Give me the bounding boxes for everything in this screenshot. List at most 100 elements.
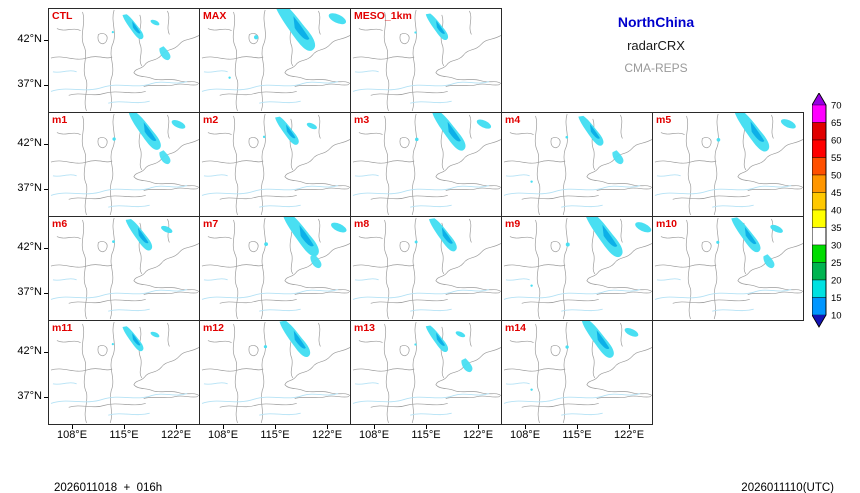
x-axis-tick [176, 425, 177, 429]
region-title: NorthChina [617, 14, 695, 30]
x-axis-label: 108°E [207, 429, 239, 441]
map-panel-m8: m8 [350, 216, 502, 321]
title-block: NorthChina radarCRX CMA-REPS [536, 14, 776, 75]
x-axis-tick [223, 425, 224, 429]
colorbar-tick-label: 65 [831, 118, 842, 129]
x-axis-tick [577, 425, 578, 429]
x-axis-tick [275, 425, 276, 429]
colorbar-tick-label: 50 [831, 171, 842, 182]
footer-init-times: 2026011018 + 016h 2026011102 + 016h [54, 448, 162, 493]
colorbar-tick-label: 10 [831, 311, 842, 322]
colorbar-segment [811, 139, 827, 158]
panel-label: m14 [505, 322, 527, 334]
map-image [352, 9, 501, 112]
y-axis-label: 42°N [17, 344, 42, 357]
map-panel-m3: m3 [350, 112, 502, 217]
panel-label: m8 [354, 218, 370, 230]
map-image [352, 217, 501, 320]
colorbar-segment [811, 122, 827, 141]
panel-label: m12 [203, 322, 225, 334]
map-panel-meso_1km: MESO_1km [350, 8, 502, 113]
map-image [50, 9, 199, 112]
colorbar-segment [811, 262, 827, 281]
map-image [201, 321, 350, 424]
map-image [503, 217, 652, 320]
y-axis-label: 37°N [17, 285, 42, 298]
x-axis-label: 115°E [260, 429, 290, 441]
x-axis-label: 115°E [109, 429, 139, 441]
x-axis-label: 122°E [462, 429, 494, 441]
map-panel-m2: m2 [199, 112, 351, 217]
map-panel-m1: m1 [48, 112, 200, 217]
map-panel-max: MAX [199, 8, 351, 113]
panels-grid: CTL MAX MESO_1km m1 m2 m3 m4 m5 m6 m7 m8 m9 m10 m11 m1… [48, 8, 805, 426]
panel-label: MAX [203, 10, 227, 22]
map-panel-m11: m11 [48, 320, 200, 425]
panel-label: m1 [52, 114, 68, 126]
y-axis-label: 42°N [17, 32, 42, 45]
map-panel-m13: m13 [350, 320, 502, 425]
map-panel-m12: m12 [199, 320, 351, 425]
panel-label: m6 [52, 218, 68, 230]
map-image [352, 113, 501, 216]
colorbar-tick-label: 30 [831, 241, 842, 252]
y-axis-tick [44, 85, 48, 86]
x-axis-label: 115°E [411, 429, 441, 441]
y-axis-label: 42°N [17, 240, 42, 253]
colorbar-svg: 70 65 60 55 50 45 40 35 30 25 20 15 10 [811, 92, 842, 328]
colorbar-segment [811, 227, 827, 246]
y-axis-label: 37°N [17, 389, 42, 402]
panel-label: m13 [354, 322, 376, 334]
map-image [201, 217, 350, 320]
colorbar: 70 65 60 55 50 45 40 35 30 25 20 15 10 [811, 92, 858, 336]
panel-label: CTL [52, 10, 73, 22]
panel-label: m10 [656, 218, 678, 230]
x-axis-label: 122°E [160, 429, 192, 441]
map-image [503, 113, 652, 216]
map-image [352, 321, 501, 424]
panel-label: MESO_1km [354, 10, 412, 22]
colorbar-tick-label: 55 [831, 153, 842, 164]
x-axis-tick [124, 425, 125, 429]
x-axis-tick [72, 425, 73, 429]
map-image [50, 217, 199, 320]
map-image [654, 217, 803, 320]
colorbar-segment [811, 244, 827, 263]
y-axis-tick [44, 352, 48, 353]
panel-label: m7 [203, 218, 219, 230]
map-panel-m4: m4 [501, 112, 653, 217]
map-image [50, 113, 199, 216]
colorbar-segment [811, 104, 827, 123]
map-panel-m6: m6 [48, 216, 200, 321]
footer-valid-times: 2026011110(UTC) 2026011118(CST) [741, 448, 834, 493]
y-axis-tick [44, 397, 48, 398]
system-title: CMA-REPS [624, 61, 688, 75]
colorbar-tick-label: 15 [831, 293, 842, 304]
colorbar-segment [811, 174, 827, 193]
panel-label: m2 [203, 114, 219, 126]
colorbar-segment [812, 93, 826, 105]
map-image [503, 321, 652, 424]
colorbar-tick-label: 45 [831, 188, 842, 199]
x-axis-tick [525, 425, 526, 429]
colorbar-segment [811, 297, 827, 316]
map-image [50, 321, 199, 424]
panel-label: m9 [505, 218, 521, 230]
panel-label: m5 [656, 114, 672, 126]
y-axis-label: 37°N [17, 181, 42, 194]
init-time-utc: 2026011018 + 016h [54, 482, 163, 493]
map-panel-ctl: CTL [48, 8, 200, 113]
colorbar-segment [811, 209, 827, 228]
y-axis-tick [44, 189, 48, 190]
colorbar-tick-label: 20 [831, 276, 842, 287]
panel-label: m11 [52, 322, 73, 334]
y-axis-tick [44, 248, 48, 249]
map-panel-m10: m10 [652, 216, 804, 321]
x-axis-label: 122°E [311, 429, 343, 441]
colorbar-segment [811, 192, 827, 211]
colorbar-tick-label: 70 [831, 101, 842, 112]
y-axis-tick [44, 293, 48, 294]
colorbar-segment [811, 279, 827, 298]
x-axis-label: 115°E [562, 429, 592, 441]
